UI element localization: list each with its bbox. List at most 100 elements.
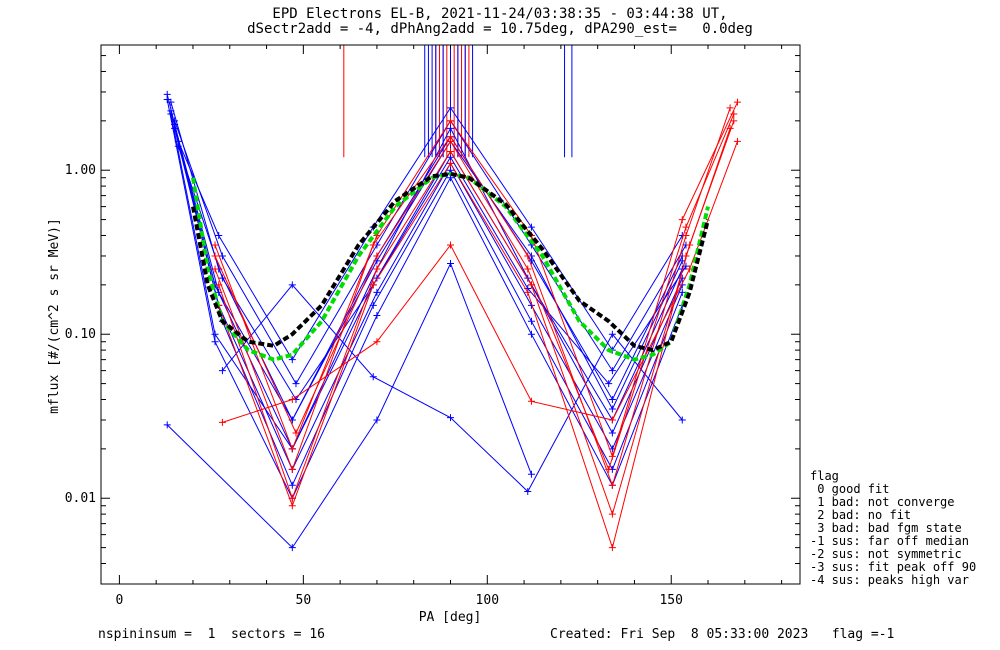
- data-point-marker: [608, 367, 616, 375]
- data-point-marker: [288, 281, 296, 289]
- series-line: [170, 110, 683, 471]
- data-point-marker: [373, 338, 381, 346]
- data-point-marker: [447, 137, 454, 145]
- data-point-marker: [733, 137, 741, 145]
- legend-item: 1 bad: not converge: [810, 495, 955, 509]
- data-point-marker: [608, 510, 616, 518]
- footer-created: Created: Fri Sep 8 05:33:00 2023 flag =-…: [550, 627, 895, 642]
- data-point-marker: [678, 416, 686, 424]
- data-point-marker: [447, 148, 454, 156]
- data-point-marker: [524, 487, 532, 495]
- data-point-marker: [215, 231, 223, 239]
- data-point-marker: [608, 544, 616, 552]
- x-axis-label: PA [deg]: [419, 610, 482, 625]
- series-line: [170, 102, 683, 422]
- data-point-marker: [447, 159, 454, 167]
- x-tick-label: 100: [476, 593, 499, 608]
- x-tick-label: 150: [659, 593, 682, 608]
- data-point-marker: [605, 465, 613, 473]
- data-point-marker: [292, 380, 300, 388]
- series-line: [174, 124, 683, 422]
- data-point-marker: [678, 288, 686, 296]
- y-tick-label: 0.01: [65, 491, 96, 506]
- data-point-marker: [682, 252, 690, 260]
- data-point-marker: [608, 405, 616, 413]
- data-point-marker: [373, 416, 381, 424]
- data-point-marker: [288, 356, 296, 364]
- series-line: [222, 284, 683, 493]
- data-point-marker: [608, 481, 616, 489]
- data-point-marker: [288, 465, 296, 473]
- series-line: [214, 101, 738, 458]
- data-point-marker: [608, 416, 616, 424]
- x-tick-label: 0: [115, 593, 123, 608]
- data-point-marker: [726, 104, 734, 112]
- data-point-marker: [527, 223, 535, 231]
- data-point-marker: [524, 252, 532, 260]
- legend-item: 0 good fit: [810, 482, 890, 496]
- data-point-marker: [527, 397, 535, 405]
- data-point-marker: [447, 117, 454, 125]
- data-point-marker: [211, 241, 219, 249]
- data-point-marker: [527, 317, 535, 325]
- series-line: [166, 99, 683, 500]
- footer-sector-info: nspininsum = 1 sectors = 16: [98, 627, 325, 642]
- series-line: [214, 113, 735, 471]
- series-line: [218, 120, 735, 516]
- data-point-marker: [447, 259, 454, 267]
- data-point-marker: [733, 98, 741, 106]
- series-line: [222, 141, 738, 423]
- series-line: [177, 106, 683, 361]
- data-point-marker: [369, 281, 377, 289]
- data-point-marker: [447, 414, 454, 422]
- data-point-marker: [288, 502, 296, 510]
- data-point-marker: [288, 395, 296, 403]
- data-point-marker: [211, 338, 219, 346]
- x-tick-label: 50: [296, 593, 312, 608]
- fit-curve-green: [191, 171, 710, 362]
- data-point-marker: [447, 241, 454, 249]
- data-point-marker: [608, 330, 616, 338]
- data-point-marker: [211, 330, 219, 338]
- data-point-marker: [527, 470, 535, 478]
- data-point-marker: [447, 104, 454, 112]
- data-point-marker: [292, 429, 300, 437]
- data-point-marker: [163, 95, 171, 103]
- data-point-marker: [682, 223, 690, 231]
- series-line: [214, 107, 731, 487]
- data-point-marker: [524, 288, 532, 296]
- chart-subtitle: dSectr2add = -4, dPhAng2add = 10.75deg, …: [247, 21, 753, 37]
- flag-legend: flag 0 good fit 1 bad: not converge 2 ba…: [810, 470, 976, 587]
- data-point-marker: [730, 110, 738, 118]
- data-point-marker: [678, 216, 686, 224]
- data-point-marker: [215, 281, 223, 289]
- legend-item: -1 sus: far off median: [810, 534, 969, 548]
- data-point-marker: [373, 265, 381, 273]
- data-point-marker: [218, 418, 226, 426]
- data-point-marker: [369, 301, 377, 309]
- data-point-marker: [608, 429, 616, 437]
- legend-item: -3 sus: fit peak off 90: [810, 560, 977, 574]
- data-point-marker: [211, 265, 219, 273]
- series-line: [218, 128, 731, 550]
- data-point-marker: [211, 252, 219, 260]
- y-tick-label: 1.00: [65, 163, 96, 178]
- series-line: [177, 146, 687, 401]
- data-point-marker: [524, 265, 532, 273]
- data-point-marker: [605, 380, 613, 388]
- legend-title: flag: [810, 469, 839, 483]
- data-point-marker: [167, 98, 175, 106]
- y-axis-label: mflux [#/(cm^2 s sr MeV)]: [47, 218, 62, 414]
- data-point-marker: [218, 367, 226, 375]
- data-point-marker: [373, 252, 381, 260]
- y-tick-label: 0.10: [65, 327, 96, 342]
- legend-item: 2 bad: no fit: [810, 508, 912, 522]
- legend-item: -2 sus: not symmetric: [810, 547, 962, 561]
- data-point-marker: [288, 445, 296, 453]
- data-point-marker: [288, 544, 296, 552]
- series-line: [174, 119, 687, 385]
- data-point-marker: [608, 395, 616, 403]
- data-point-marker: [373, 288, 381, 296]
- data-point-marker: [288, 481, 296, 489]
